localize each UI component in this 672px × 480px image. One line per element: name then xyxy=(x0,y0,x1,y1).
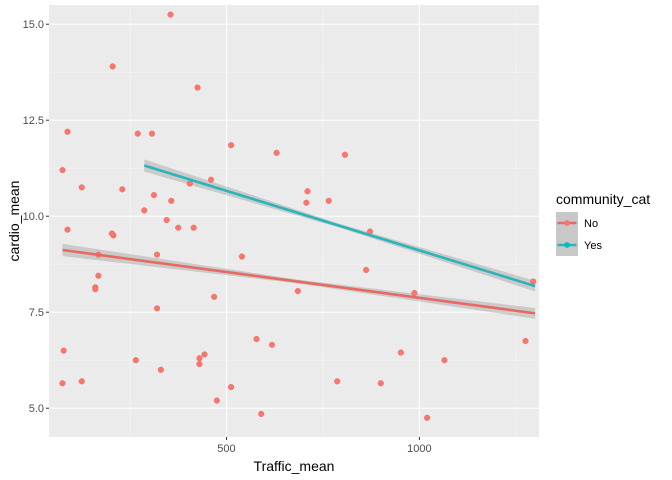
legend-label: No xyxy=(584,218,598,230)
grid-major xyxy=(49,5,539,437)
data-point-no xyxy=(423,414,431,421)
data-point-no xyxy=(304,188,311,195)
data-point-no xyxy=(196,355,203,362)
y-tick-label: 5.0 xyxy=(29,403,44,415)
data-point-no xyxy=(59,166,66,174)
data-point-no xyxy=(303,199,310,206)
legend: community_cat No Yes xyxy=(556,191,650,256)
legend-title: community_cat xyxy=(556,191,650,207)
data-point-no xyxy=(78,378,85,385)
data-point-no xyxy=(268,341,276,348)
legend-item-no: No xyxy=(556,212,598,234)
data-point-no xyxy=(194,84,201,91)
data-point-no xyxy=(119,186,126,193)
y-tick-label: 12.5 xyxy=(23,115,44,127)
data-point-no xyxy=(294,287,302,295)
legend-keys: No Yes xyxy=(556,212,602,256)
data-point-no xyxy=(157,366,165,373)
legend-label: Yes xyxy=(584,240,602,252)
data-point-no xyxy=(196,360,203,368)
data-point-no xyxy=(95,272,102,279)
data-point-no xyxy=(334,378,341,385)
data-point-no xyxy=(213,397,220,404)
data-point-no xyxy=(167,11,174,18)
data-point-no xyxy=(108,230,116,237)
legend-key-point xyxy=(564,220,570,226)
data-point-no xyxy=(153,251,161,258)
data-point-no xyxy=(148,130,156,137)
data-point-no xyxy=(273,149,280,156)
data-point-no xyxy=(78,184,85,191)
data-point-no xyxy=(522,337,529,345)
data-point-no xyxy=(210,293,218,300)
y-tick-label: 15.0 xyxy=(23,19,44,31)
plot-panel xyxy=(49,5,539,437)
data-point-no xyxy=(201,351,208,358)
data-point-no xyxy=(441,357,448,364)
data-point-no xyxy=(109,63,116,70)
legend-key-point xyxy=(564,242,570,248)
grid-minor xyxy=(49,5,539,437)
data-point-no xyxy=(150,191,158,199)
data-point-no xyxy=(377,380,384,387)
data-point-no xyxy=(227,383,235,391)
x-tick-label: 500 xyxy=(217,443,235,455)
data-point-no xyxy=(141,207,148,214)
fit-line-yes xyxy=(143,164,536,288)
data-point-no xyxy=(227,142,235,149)
data-point-no xyxy=(341,151,349,158)
data-point-no xyxy=(258,410,265,418)
data-point-no xyxy=(134,130,141,137)
data-point-no xyxy=(59,380,66,387)
y-axis-title: cardio_mean xyxy=(6,181,22,262)
x-axis-ticks: 500 1000 xyxy=(217,437,432,455)
fit-line-no xyxy=(62,248,536,315)
data-point-no xyxy=(397,349,405,356)
data-point-no xyxy=(64,226,71,233)
y-tick-label: 10.0 xyxy=(23,211,44,223)
fit-lines xyxy=(62,164,536,315)
data-point-no xyxy=(153,305,161,312)
x-tick-label: 1000 xyxy=(407,443,431,455)
data-point-no xyxy=(411,289,418,297)
y-tick-label: 7.5 xyxy=(29,307,44,319)
data-point-no xyxy=(64,128,71,135)
data-point-no xyxy=(163,216,170,224)
data-point-no xyxy=(253,335,260,343)
data-point-no xyxy=(175,224,182,231)
y-axis-ticks: 5.0 7.5 10.0 12.5 15.0 xyxy=(23,19,49,415)
legend-item-yes: Yes xyxy=(556,234,602,256)
x-axis-title: Traffic_mean xyxy=(254,458,335,474)
data-point-no xyxy=(238,253,246,260)
data-point-no xyxy=(325,197,332,204)
data-point-no xyxy=(60,347,67,354)
data-point-no xyxy=(207,176,215,183)
data-point-no xyxy=(190,224,197,231)
data-point-no xyxy=(92,286,99,293)
data-point-no xyxy=(362,266,370,274)
data-point-no xyxy=(132,357,139,364)
data-point-no xyxy=(168,197,175,204)
